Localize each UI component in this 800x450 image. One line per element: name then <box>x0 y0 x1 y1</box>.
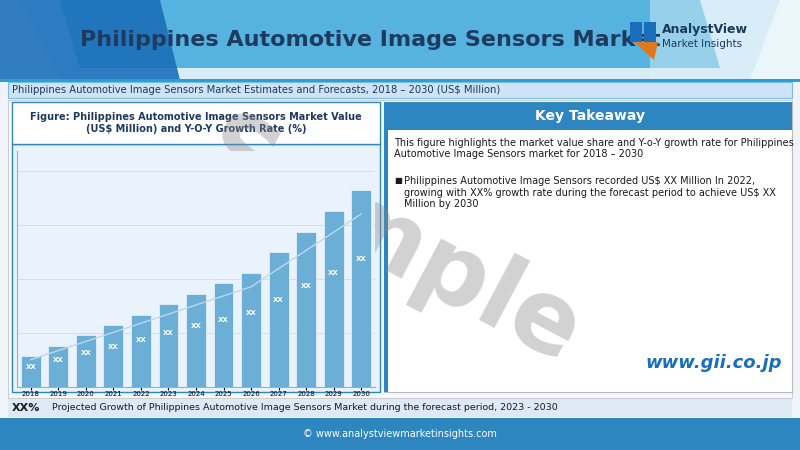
Text: Philippines Automotive Image Sensors recorded US$ XX Million In 2022,
growing wi: Philippines Automotive Image Sensors rec… <box>404 176 776 209</box>
Text: XX: XX <box>26 364 36 370</box>
Text: XX: XX <box>356 256 366 262</box>
Text: Market Insights: Market Insights <box>662 39 742 49</box>
Bar <box>131 315 151 387</box>
Bar <box>296 232 316 387</box>
FancyBboxPatch shape <box>12 144 380 392</box>
Text: XX: XX <box>301 283 311 289</box>
FancyBboxPatch shape <box>384 102 388 392</box>
Text: This figure highlights the market value share and Y-o-Y growth rate for Philippi: This figure highlights the market value … <box>394 138 794 148</box>
Text: Projected Growth of Philippines Automotive Image Sensors Market during the forec: Projected Growth of Philippines Automoti… <box>52 404 558 413</box>
Polygon shape <box>0 0 180 80</box>
Polygon shape <box>634 42 658 60</box>
Bar <box>158 304 178 387</box>
Text: Philippines Automotive Image Sensors Market Estimates and Forecasts, 2018 – 2030: Philippines Automotive Image Sensors Mar… <box>12 85 500 95</box>
Text: XX: XX <box>328 270 339 275</box>
Text: XX: XX <box>53 357 64 363</box>
Text: XX: XX <box>246 310 257 316</box>
FancyBboxPatch shape <box>8 399 792 417</box>
Text: Key Takeaway: Key Takeaway <box>535 109 645 123</box>
FancyBboxPatch shape <box>0 418 800 450</box>
Text: XX: XX <box>163 330 174 336</box>
Bar <box>241 273 261 387</box>
Text: XX: XX <box>135 337 146 343</box>
Text: XX: XX <box>108 344 118 350</box>
Polygon shape <box>20 0 780 80</box>
Text: Automotive Image Sensors market for 2018 – 2030: Automotive Image Sensors market for 2018… <box>394 149 643 159</box>
Polygon shape <box>650 0 800 80</box>
FancyBboxPatch shape <box>0 79 800 82</box>
Text: Sample: Sample <box>183 104 597 386</box>
Text: www.gii.co.jp: www.gii.co.jp <box>646 354 782 372</box>
Text: XX: XX <box>81 351 91 356</box>
Bar <box>214 284 234 387</box>
FancyBboxPatch shape <box>0 0 800 80</box>
Text: ■: ■ <box>394 176 402 185</box>
Text: XX: XX <box>274 297 284 302</box>
Bar <box>324 211 344 387</box>
Bar <box>21 356 41 387</box>
FancyBboxPatch shape <box>630 22 642 42</box>
Text: XX: XX <box>218 317 229 323</box>
Bar <box>186 294 206 387</box>
FancyBboxPatch shape <box>384 102 792 392</box>
Polygon shape <box>60 0 720 68</box>
FancyBboxPatch shape <box>12 102 380 144</box>
Bar <box>76 335 96 387</box>
Bar <box>103 325 123 387</box>
FancyBboxPatch shape <box>8 100 792 398</box>
Text: Philippines Automotive Image Sensors Market: Philippines Automotive Image Sensors Mar… <box>80 30 660 50</box>
Text: © www.analystviewmarketinsights.com: © www.analystviewmarketinsights.com <box>303 429 497 439</box>
Text: XX: XX <box>190 324 202 329</box>
Bar <box>269 252 289 387</box>
Bar <box>351 190 371 387</box>
Bar <box>48 346 68 387</box>
Text: AnalystView: AnalystView <box>662 23 748 36</box>
FancyBboxPatch shape <box>8 82 792 98</box>
FancyBboxPatch shape <box>644 22 656 48</box>
Text: XX%: XX% <box>12 403 40 413</box>
Text: Figure: Philippines Automotive Image Sensors Market Value
(US$ Million) and Y-O-: Figure: Philippines Automotive Image Sen… <box>30 112 362 134</box>
FancyBboxPatch shape <box>388 102 792 130</box>
